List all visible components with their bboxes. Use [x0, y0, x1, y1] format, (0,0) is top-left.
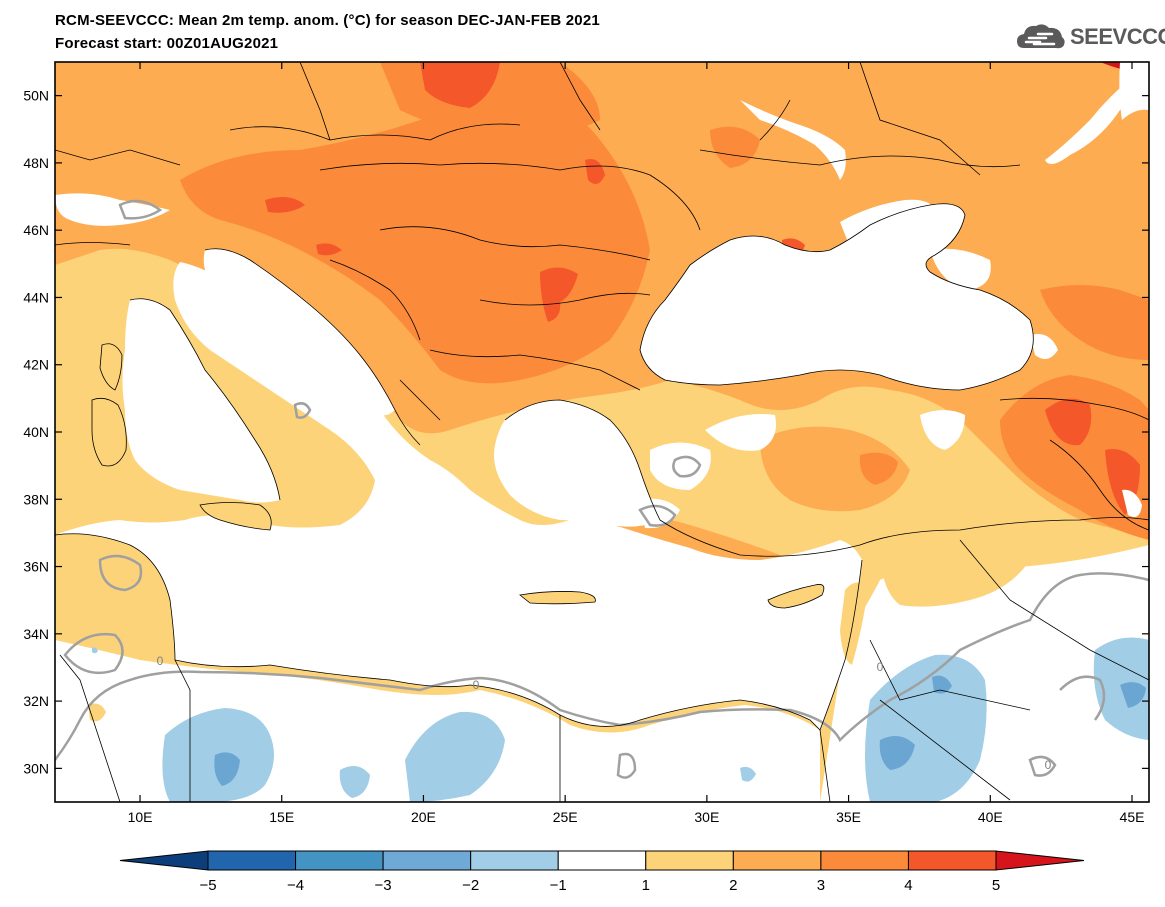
- seevccc-logo: SEEVCCC: [1016, 22, 1165, 52]
- lon-label: 30E: [694, 809, 719, 825]
- lon-label: 10E: [128, 809, 153, 825]
- anomaly-4-5-slovenia: [265, 196, 305, 213]
- anomaly-3-4-east: [1040, 285, 1149, 360]
- anomaly-3-4-ukraine: [710, 126, 760, 168]
- anomaly-3-4-caucasus: [1000, 375, 1149, 540]
- lat-label: 48N: [23, 155, 49, 171]
- anomaly-4-5-croatia: [316, 243, 342, 256]
- colorbar-segment: [207, 850, 297, 871]
- colorbar-label: 1: [642, 877, 650, 894]
- colorbar-label: 4: [904, 877, 912, 894]
- white-patch-anatolia: [650, 442, 711, 490]
- contour-label: 0: [157, 654, 164, 668]
- adriatic-sea: [203, 248, 395, 416]
- white-patch-turkey-2: [920, 410, 965, 450]
- white-patch-armenia: [1122, 489, 1142, 518]
- lon-label: 45E: [1120, 809, 1145, 825]
- negative-anomaly-arabia-core-2: [932, 675, 952, 694]
- lat-label: 34N: [23, 626, 49, 642]
- colorbar-segment: [382, 850, 472, 871]
- white-patch-turkey-1: [705, 414, 776, 451]
- libya-positive-west: [58, 597, 90, 622]
- negative-anomaly-egypt-west: [405, 711, 505, 802]
- colorbar-segment: [645, 850, 734, 871]
- negative-anomaly-small-2: [740, 766, 756, 782]
- caspian-sea: [1119, 62, 1149, 120]
- contour-labels: 0 0 0 0: [157, 654, 1052, 772]
- colorbar-label: −2: [462, 877, 479, 894]
- aegean-sea: [494, 400, 660, 527]
- negative-anomaly-egypt-small: [339, 766, 370, 798]
- lon-label: 35E: [836, 809, 861, 825]
- anomaly-4-5-danube: [585, 159, 605, 184]
- colorbar-label: −1: [550, 877, 567, 894]
- colorbar-label: 5: [992, 877, 1000, 894]
- colorbar-segment: [470, 850, 559, 871]
- lon-label: 25E: [553, 809, 578, 825]
- lat-label: 46N: [23, 222, 49, 238]
- anomaly-4-5-romania: [540, 267, 578, 322]
- colorbar-segment: [557, 850, 647, 871]
- lon-label: 40E: [978, 809, 1003, 825]
- anomaly-4-5-north: [420, 62, 500, 108]
- borders: [55, 62, 1149, 802]
- colorbar-arrow-high: [995, 850, 1085, 871]
- lon-label: 15E: [269, 809, 294, 825]
- syria-positive: [880, 538, 1030, 607]
- anomaly-3-4-central-europe: [180, 95, 650, 384]
- white-patch-caucasus: [1030, 334, 1058, 359]
- lat-label: 38N: [23, 491, 49, 507]
- anomaly-3-4-anatolia: [859, 452, 898, 485]
- white-streak-russia: [1045, 75, 1136, 164]
- white-streak-ukraine: [740, 100, 846, 180]
- map-field: 0 0 0 0: [55, 62, 1149, 802]
- colorbar-arrow-low: [119, 850, 209, 871]
- anomaly-4-5-caucasus: [1045, 398, 1092, 446]
- colorbar-label: 2: [729, 877, 737, 894]
- colorbar-segment: [820, 850, 909, 871]
- lat-label: 40N: [23, 424, 49, 440]
- mediterranean-sea: [55, 262, 862, 730]
- colorbar-label: 3: [817, 877, 825, 894]
- colorbar-segment: [907, 850, 997, 871]
- lat-label: 50N: [23, 88, 49, 104]
- map-axes: 50N 48N 46N 44N 42N 40N 38N 36N 34N 32N 30N 10E 15E 2…: [23, 62, 1149, 825]
- lat-label: 42N: [23, 357, 49, 373]
- sea-of-azov: [840, 199, 935, 243]
- lat-label: 32N: [23, 693, 49, 709]
- sardinia: [91, 397, 127, 467]
- anomaly-2-3-anatolia: [760, 426, 910, 512]
- contour-label: 0: [473, 678, 480, 692]
- crete: [519, 591, 596, 605]
- colorbar-label: −5: [199, 877, 216, 894]
- colorbar-segment: [732, 850, 822, 871]
- tyrrhenian-sea: [122, 298, 280, 503]
- colorbar: −5 −4 −3 −2 −1 1 2 3 4 5: [119, 850, 1085, 894]
- white-patch-russia: [930, 248, 991, 290]
- contour-label: 0: [877, 660, 884, 674]
- negative-anomaly-tunisia-dot: [92, 647, 98, 654]
- lat-label: 44N: [23, 289, 49, 305]
- colorbar-label: −3: [375, 877, 392, 894]
- levant-coast-positive: [840, 582, 868, 665]
- lon-label: 20E: [411, 809, 436, 825]
- colorbar-label: −4: [287, 877, 304, 894]
- forecast-start: Forecast start: 00Z01AUG2021: [55, 35, 279, 52]
- colorbar-segment: [295, 850, 384, 871]
- negative-anomaly-libya-core: [214, 752, 240, 786]
- sicily: [199, 502, 272, 531]
- logo-text: SEEVCCC: [1070, 24, 1165, 49]
- contour-label: 0: [1045, 758, 1052, 772]
- negative-anomaly-iraq-core: [1120, 682, 1146, 708]
- lat-label: 30N: [23, 760, 49, 776]
- negative-anomaly-arabia-core: [879, 736, 915, 770]
- cyprus: [767, 584, 825, 609]
- lat-label: 36N: [23, 559, 49, 575]
- corsica: [99, 343, 123, 391]
- map-title: RCM-SEEVCCC: Mean 2m temp. anom. (°C) fo…: [55, 12, 600, 29]
- cloud-icon: [1017, 24, 1065, 49]
